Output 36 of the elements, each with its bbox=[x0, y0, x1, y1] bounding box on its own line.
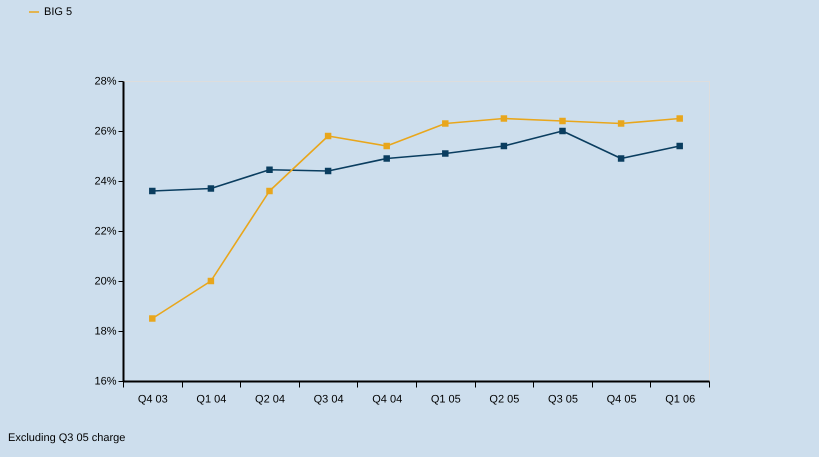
text: Excluding Q3 05 charge bbox=[8, 432, 126, 444]
x-tick-label: Q1 04 bbox=[196, 394, 226, 406]
point bbox=[618, 120, 624, 127]
x-tick-label: Q4 04 bbox=[372, 394, 402, 406]
point bbox=[500, 142, 508, 150]
x-tick-label: Q3 05 bbox=[548, 394, 578, 406]
point bbox=[383, 155, 390, 162]
x-tick-label: Q2 05 bbox=[489, 394, 520, 406]
x-tick-label: Q4 05 bbox=[606, 394, 637, 406]
y-tick-label: 16% bbox=[94, 376, 117, 388]
point bbox=[676, 115, 683, 122]
point bbox=[676, 142, 683, 150]
point bbox=[383, 142, 390, 150]
x-tick-label: Q1 06 bbox=[665, 394, 696, 406]
x-tick-label: Q3 04 bbox=[314, 394, 344, 406]
legend-label: BIG 5 bbox=[44, 6, 72, 18]
point bbox=[442, 150, 449, 157]
point bbox=[208, 278, 214, 284]
x-tick-label: Q4 03 bbox=[138, 394, 168, 406]
point bbox=[266, 166, 273, 173]
x-tick-label: Q1 05 bbox=[430, 394, 461, 406]
y-tick-label: 28% bbox=[94, 76, 117, 88]
y-tick-label: 20% bbox=[94, 276, 117, 288]
point bbox=[208, 185, 214, 192]
point bbox=[149, 188, 156, 194]
point bbox=[149, 315, 156, 322]
y-tick-label: 26% bbox=[94, 126, 117, 138]
point bbox=[324, 132, 332, 140]
y-tick-label: 24% bbox=[94, 176, 117, 188]
point bbox=[500, 115, 508, 122]
x-tick-label: Q2 04 bbox=[255, 394, 285, 406]
point bbox=[324, 168, 332, 174]
y-tick-label: 22% bbox=[94, 226, 117, 238]
y-tick-label: 18% bbox=[94, 326, 117, 338]
point bbox=[442, 120, 449, 127]
point bbox=[618, 155, 624, 162]
